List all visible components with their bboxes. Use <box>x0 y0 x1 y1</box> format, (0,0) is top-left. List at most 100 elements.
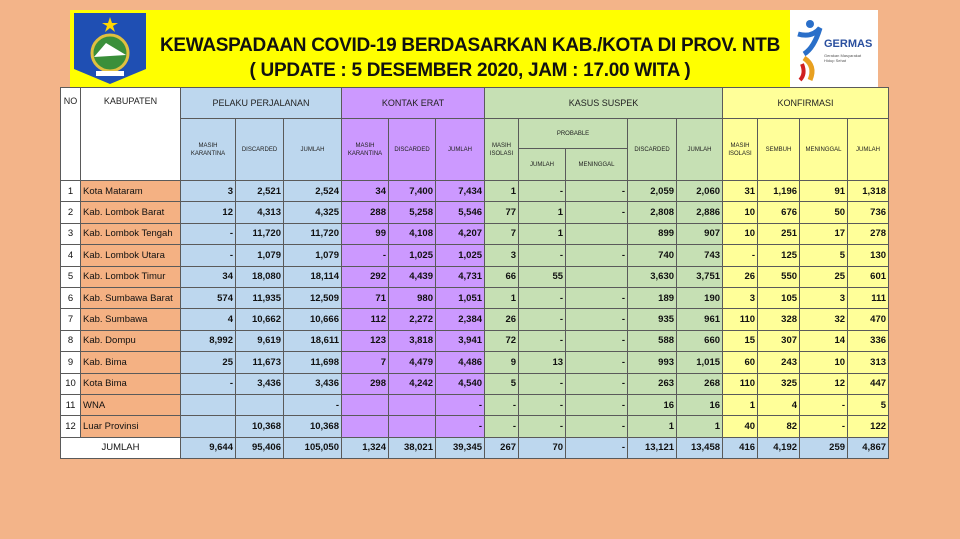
table-row: 5 Kab. Lombok Timur 34 18,080 18,114 292 4,439… <box>60 265 890 288</box>
table-row: 6 Kab. Sumbawa Barat 574 11,935 12,509 71 980 1… <box>60 286 890 310</box>
cell-kf-jumlah: 313 <box>847 351 890 374</box>
cell-pp-masih: 574 <box>180 286 236 310</box>
cell-ks-masih-isolasi: 9 <box>484 351 520 374</box>
cell-probable-jumlah: - <box>518 393 567 417</box>
cell-kf-jumlah: 1,318 <box>847 179 890 203</box>
cell-probable-jumlah: - <box>518 308 567 331</box>
cell-ks-jumlah: 1,015 <box>676 351 724 374</box>
header-pp-masih: MASIH KARANTINA <box>180 118 236 181</box>
cell-ke-discarded: 5,258 <box>388 201 436 224</box>
cell-ke-masih: 34 <box>341 179 389 203</box>
cell-ke-discarded: 4,108 <box>388 222 436 246</box>
cell-pp-jumlah: 1,079 <box>283 244 342 267</box>
cell-kf-sembuh: 676 <box>757 201 801 224</box>
cell-ke-jumlah: 1,025 <box>434 244 486 267</box>
kabupaten-name: Kab. Sumbawa Barat <box>80 286 181 310</box>
cell-kf-sembuh: 328 <box>757 308 801 331</box>
header-kf-masih-isolasi: MASIH ISOLASI <box>722 118 759 181</box>
table-row: 2 Kab. Lombok Barat 12 4,313 4,325 288 5,258 5,… <box>60 201 890 224</box>
header-pp-jumlah: JUMLAH <box>283 118 342 181</box>
cell-pp-discarded: 4,313 <box>235 201 284 224</box>
cell-ke-discarded: 3,818 <box>388 329 436 353</box>
cell-probable-jumlah: - <box>518 286 567 310</box>
cell-probable-meninggal: - <box>565 351 629 374</box>
cell-kf-masih-isolasi: 31 <box>722 179 759 203</box>
cell-pp-masih: 25 <box>180 351 236 374</box>
cell-probable-meninggal: - <box>565 179 629 203</box>
total-pp-jumlah: 105,050 <box>283 436 342 459</box>
cell-ks-jumlah: 190 <box>676 286 724 310</box>
cell-ks-discarded: 899 <box>627 222 678 246</box>
cell-ks-masih-isolasi: 5 <box>484 372 520 395</box>
header-kontak-erat: KONTAK ERAT <box>340 87 486 119</box>
header-probable: PROBABLE <box>518 118 629 149</box>
header-pp-discarded: DISCARDED <box>235 118 284 181</box>
cell-kf-meninggal: - <box>799 415 849 438</box>
cell-kf-jumlah: 736 <box>847 201 890 224</box>
cell-ks-jumlah: 3,751 <box>676 265 724 288</box>
cell-pp-jumlah: 3,436 <box>283 372 342 395</box>
kabupaten-name: Kab. Sumbawa <box>80 308 181 331</box>
cell-ks-masih-isolasi: 3 <box>484 244 520 267</box>
cell-ke-jumlah: 3,941 <box>434 329 486 353</box>
cell-pp-discarded: 3,436 <box>235 372 284 395</box>
ntb-emblem-logo <box>74 13 146 84</box>
total-ks-discarded: 13,121 <box>627 436 678 459</box>
row-number: 1 <box>60 179 81 203</box>
cell-ks-discarded: 3,630 <box>627 265 678 288</box>
page-title: KEWASPADAAN COVID-19 BERDASARKAN KAB./KO… <box>159 35 781 56</box>
cell-kf-jumlah: 278 <box>847 222 890 246</box>
cell-pp-discarded: 18,080 <box>235 265 284 288</box>
cell-ke-masih: 112 <box>341 308 389 331</box>
total-label: JUMLAH <box>60 436 181 459</box>
total-kf-masih-isolasi: 416 <box>722 436 759 459</box>
cell-probable-jumlah: - <box>518 415 567 438</box>
cell-pp-discarded: 11,720 <box>235 222 284 246</box>
header-probable-jumlah: JUMLAH <box>518 148 567 181</box>
cell-kf-masih-isolasi: 40 <box>722 415 759 438</box>
cell-kf-masih-isolasi: 10 <box>722 222 759 246</box>
cell-kf-meninggal: 50 <box>799 201 849 224</box>
cell-probable-meninggal: - <box>565 329 629 353</box>
cell-ks-masih-isolasi: 26 <box>484 308 520 331</box>
cell-pp-discarded <box>235 393 284 417</box>
cell-probable-jumlah: - <box>518 329 567 353</box>
cell-pp-masih <box>180 415 236 438</box>
cell-pp-discarded: 11,673 <box>235 351 284 374</box>
cell-ks-masih-isolasi: 1 <box>484 179 520 203</box>
table-row: 8 Kab. Dompu 8,992 9,619 18,611 123 3,818 3,941… <box>60 329 890 353</box>
cell-kf-jumlah: 447 <box>847 372 890 395</box>
cell-pp-discarded: 10,368 <box>235 415 284 438</box>
cell-probable-jumlah: 1 <box>518 222 567 246</box>
cell-ks-masih-isolasi: 66 <box>484 265 520 288</box>
cell-kf-jumlah: 470 <box>847 308 890 331</box>
kabupaten-name: Kab. Lombok Timur <box>80 265 181 288</box>
total-probable-meninggal: - <box>565 436 629 459</box>
cell-pp-discarded: 9,619 <box>235 329 284 353</box>
total-kf-sembuh: 4,192 <box>757 436 801 459</box>
header-kf-sembuh: SEMBUH <box>757 118 801 181</box>
table-row: 4 Kab. Lombok Utara -1,079 1,079-1,025 1,025… <box>60 244 890 267</box>
cell-kf-masih-isolasi: 1 <box>722 393 759 417</box>
cell-kf-meninggal: 14 <box>799 329 849 353</box>
cell-ke-discarded: 4,439 <box>388 265 436 288</box>
cell-kf-sembuh: 307 <box>757 329 801 353</box>
cell-probable-jumlah: 1 <box>518 201 567 224</box>
cell-kf-masih-isolasi: 15 <box>722 329 759 353</box>
cell-ks-masih-isolasi: 7 <box>484 222 520 246</box>
header-ks-masih-isolasi: MASIH ISOLASI <box>484 118 520 181</box>
cell-ks-masih-isolasi: - <box>484 415 520 438</box>
row-number: 6 <box>60 286 81 310</box>
cell-ks-masih-isolasi: 72 <box>484 329 520 353</box>
total-kf-jumlah: 4,867 <box>847 436 890 459</box>
germas-name: GERMAS <box>824 38 873 50</box>
cell-pp-discarded: 10,662 <box>235 308 284 331</box>
cell-ks-jumlah: 660 <box>676 329 724 353</box>
header-konfirmasi: KONFIRMASI <box>722 87 890 119</box>
cell-ke-discarded: 4,479 <box>388 351 436 374</box>
cell-ke-jumlah: 4,207 <box>434 222 486 246</box>
table-row: 12 Luar Provinsi 10,368 10,368- - - -1 1 40 82-12… <box>60 415 890 438</box>
header-ke-discarded: DISCARDED <box>388 118 436 181</box>
row-number: 9 <box>60 351 81 374</box>
cell-ks-discarded: 740 <box>627 244 678 267</box>
